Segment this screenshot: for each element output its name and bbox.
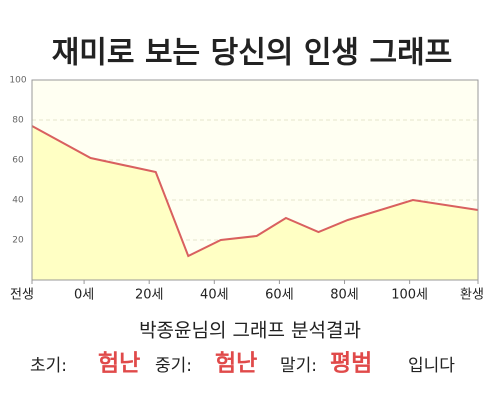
plot-border xyxy=(31,79,479,281)
y-tick-label: 80 xyxy=(12,116,24,126)
y-tick-label: 20 xyxy=(12,236,24,246)
chart-title: 재미로 보는 당신의 인생 그래프 xyxy=(52,36,453,71)
result-title: 박종윤님의 그래프 분석결과 xyxy=(139,320,361,342)
area xyxy=(32,126,478,280)
x-tick-label: 환생 xyxy=(460,288,484,303)
result-label: 초기: xyxy=(30,356,67,376)
x-tick-label: 20세 xyxy=(135,288,164,303)
x-tick-label: 40세 xyxy=(200,288,229,303)
result-label: 말기: xyxy=(280,356,317,376)
result-value: 험난 xyxy=(215,351,257,377)
result-ending: 입니다 xyxy=(408,356,455,376)
x-tick-label: 80세 xyxy=(330,288,359,303)
x-tick-label: 전생 xyxy=(10,288,34,303)
line xyxy=(31,125,479,258)
x-tick-label: 0세 xyxy=(74,288,94,303)
y-tick-label: 40 xyxy=(12,196,24,206)
result-label: 중기: xyxy=(155,356,192,376)
result-value: 평범 xyxy=(330,351,372,377)
y-tick-label: 100 xyxy=(9,76,26,86)
y-tick-label: 60 xyxy=(12,156,24,166)
result-value: 험난 xyxy=(98,351,140,377)
x-tick-label: 60세 xyxy=(265,288,294,303)
x-tick-label: 100세 xyxy=(391,288,428,303)
